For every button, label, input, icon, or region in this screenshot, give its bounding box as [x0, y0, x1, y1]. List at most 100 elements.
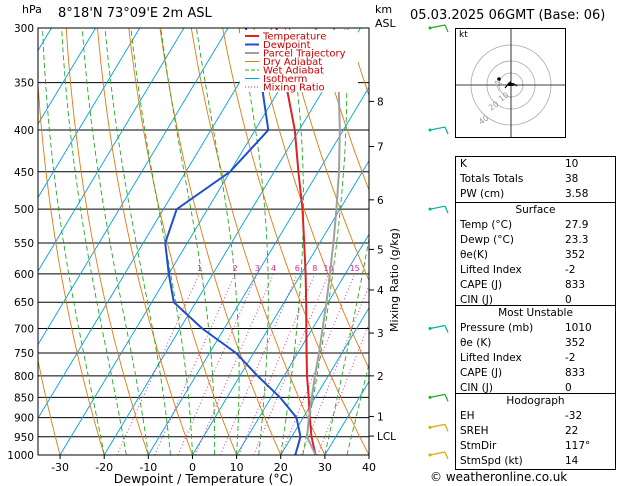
isotherm-line	[236, 233, 369, 455]
wind-barb	[444, 205, 449, 214]
wet-adiabat-line	[61, 28, 127, 455]
row-label: CAPE (J)	[460, 367, 503, 379]
row-label: PW (cm)	[460, 188, 505, 200]
x-tick-label: 40	[362, 461, 376, 474]
table-row: θe (K) 352	[456, 336, 615, 351]
table-row: StmDir 117°	[456, 439, 615, 454]
wet-adiabat-line	[195, 28, 240, 455]
km-tick-label: LCL	[377, 431, 396, 443]
table-row: EH -32	[456, 409, 615, 424]
row-value: 1010	[565, 322, 592, 334]
wind-barb	[428, 327, 432, 331]
dry-adiabat-line	[65, 28, 149, 455]
row-value: 23.3	[565, 234, 589, 246]
legend-label: Mixing Ratio	[263, 83, 325, 94]
row-label: Lifted Index	[460, 264, 522, 276]
row-value: -2	[565, 352, 576, 364]
isotherm-line	[0, 28, 7, 455]
mixing-ratio-label: 4	[271, 264, 276, 273]
legend-box	[240, 30, 358, 92]
plot-frame	[37, 27, 370, 456]
row-label: CIN (J)	[460, 294, 493, 306]
dry-adiabat-line	[315, 28, 369, 192]
wind-barb	[429, 423, 446, 428]
dry-adiabat-line	[38, 357, 61, 455]
table-row: SREH 22	[456, 424, 615, 439]
x-tick-label: 10	[230, 461, 244, 474]
isotherm-line	[38, 28, 96, 125]
wet-adiabat-line	[130, 28, 193, 455]
table-row: PW (cm) 3.58	[456, 187, 615, 202]
mixing-ratio-axis-label: Mixing Ratio (g/kg)	[388, 228, 401, 332]
wind-barb	[444, 126, 449, 135]
dry-adiabat-line	[97, 28, 193, 455]
storm-motion-marker	[508, 81, 514, 86]
pressure-tick-label: 800	[14, 371, 34, 383]
pressure-tick-label: 300	[14, 23, 34, 35]
row-value: 0	[565, 382, 572, 394]
table-row: Totals Totals 38	[456, 172, 615, 187]
table-row: CAPE (J) 833	[456, 278, 615, 293]
x-tick-label: -30	[51, 461, 69, 474]
dry-adiabat-line	[253, 28, 369, 370]
wind-barb	[428, 128, 432, 132]
row-value: 117°	[565, 440, 591, 452]
wet-adiabat-line	[104, 28, 171, 455]
series-line-dewpoint	[164, 28, 302, 455]
row-label: θe (K)	[460, 337, 492, 349]
series-line-parcel-trajectory	[306, 28, 341, 455]
hpa-label: hPa	[22, 3, 42, 16]
dry-adiabat-line	[190, 28, 326, 455]
pressure-tick-label: 900	[14, 413, 34, 425]
wind-barb	[429, 451, 446, 456]
row-value: 352	[565, 337, 586, 349]
legend-label: Dry Adiabat	[263, 57, 322, 68]
indices-table: K 10 Totals Totals 38 PW (cm) 3.58	[455, 156, 616, 203]
x-tick-label: 20	[274, 461, 288, 474]
x-tick-label: 30	[318, 461, 332, 474]
row-label: K	[460, 158, 467, 170]
wind-barb	[444, 24, 449, 33]
km-tick-label: 5	[377, 244, 384, 256]
isotherm-line	[38, 28, 141, 199]
table-title: Hodograph	[506, 395, 565, 407]
mixing-ratio-line	[317, 322, 369, 455]
wind-barb	[429, 324, 446, 330]
pressure-tick-label: 600	[14, 269, 34, 281]
hodograph-trace	[494, 80, 503, 92]
table-row: Lifted Index -2	[456, 351, 615, 366]
isotherm-line	[103, 28, 361, 455]
table-row: CIN (J) 0	[456, 293, 615, 308]
row-value: 22	[565, 425, 579, 437]
x-tick-label: -10	[139, 461, 157, 474]
km-tick-label: 8	[377, 96, 384, 108]
hodograph-ring-label: 40	[477, 113, 491, 126]
hodograph-ring-label: 20	[487, 99, 501, 112]
wind-barb	[428, 395, 432, 399]
dry-adiabat-line	[623, 16, 629, 455]
mixing-ratio-label: 10	[324, 264, 334, 273]
x-tick-label: -20	[95, 461, 113, 474]
mixing-ratio-label: 15	[350, 264, 360, 273]
table-row: CAPE (J) 833	[456, 366, 615, 381]
table-row: CIN (J) 0	[456, 381, 615, 396]
row-label: Temp (°C)	[460, 219, 513, 231]
row-label: θe(K)	[460, 249, 488, 261]
row-value: 3.58	[565, 188, 589, 200]
wind-barb	[429, 126, 446, 131]
row-value: 833	[565, 279, 586, 291]
legend-label: Wet Adiabat	[263, 66, 324, 77]
row-label: CIN (J)	[460, 382, 493, 394]
row-value: -32	[565, 410, 583, 422]
isotherm-line	[38, 28, 229, 346]
pressure-tick-label: 700	[14, 324, 34, 336]
dry-adiabat-line	[284, 28, 369, 282]
row-value: 0	[565, 294, 572, 306]
mixing-ratio-label: 3	[255, 264, 260, 273]
wet-adiabat-line	[302, 28, 348, 455]
wind-barb	[444, 394, 449, 402]
pressure-tick-label: 750	[14, 348, 34, 360]
mixing-ratio-line	[301, 284, 369, 455]
legend-label: Isotherm	[263, 74, 307, 85]
